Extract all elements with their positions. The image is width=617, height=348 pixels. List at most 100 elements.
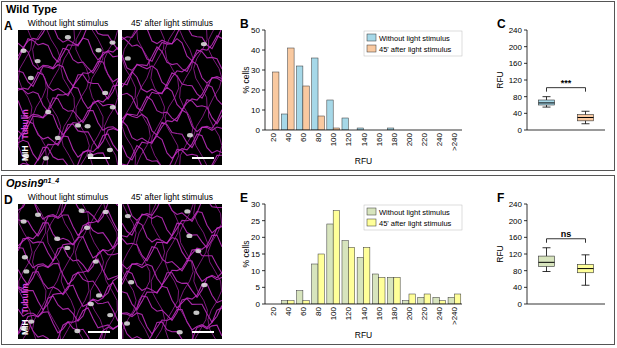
- x-tick-label: 220: [420, 306, 429, 320]
- y-tick-label: 20: [251, 233, 260, 242]
- y-tick-label: 240: [509, 26, 523, 35]
- significance-label: ***: [561, 78, 572, 88]
- mih-cell: [107, 148, 113, 152]
- tubulin-fiber: [122, 110, 222, 135]
- stain-label: Tubulin: [20, 109, 30, 139]
- mih-cell: [186, 234, 192, 238]
- bar: [303, 301, 309, 304]
- x-tick-label: 220: [420, 132, 429, 146]
- box: [578, 264, 594, 272]
- bar: [409, 294, 415, 304]
- tubulin-fiber: [33, 204, 47, 339]
- tubulin-fiber: [61, 30, 75, 165]
- mih-cell: [128, 280, 134, 284]
- bar: [297, 66, 303, 130]
- tubulin-fiber: [122, 271, 222, 297]
- x-tick-label: 140: [360, 306, 369, 320]
- mih-cell: [96, 293, 102, 297]
- bar: [327, 100, 333, 130]
- x-tick-label: 80: [314, 306, 323, 315]
- bar: [348, 247, 354, 304]
- y-tick: [262, 254, 265, 255]
- micrograph-background: [122, 30, 222, 165]
- y-tick: [262, 220, 265, 221]
- micrograph: [122, 204, 222, 339]
- y-tick: [524, 204, 527, 205]
- mih-cell: [195, 249, 201, 253]
- y-tick: [524, 46, 527, 47]
- bar: [327, 224, 333, 304]
- x-tick-label: 240: [435, 132, 444, 146]
- x-tick-label: 240: [435, 306, 444, 320]
- tubulin-fiber: [180, 30, 194, 165]
- y-tick: [524, 220, 527, 221]
- tubulin-fiber: [18, 134, 118, 160]
- bar: [288, 48, 294, 130]
- mih-cell: [177, 330, 183, 334]
- mih-cell: [103, 210, 109, 214]
- boxes: [539, 97, 594, 124]
- bar: [303, 86, 309, 130]
- y-tick: [262, 50, 265, 51]
- tubulin-fiber: [19, 204, 32, 339]
- stain-label: Tubulin: [20, 283, 30, 313]
- x-tick-label: 60: [299, 132, 308, 141]
- section-frame: [2, 176, 615, 345]
- y-tick: [524, 237, 527, 238]
- y-tick: [262, 30, 265, 31]
- bar: [281, 301, 287, 304]
- bar: [394, 277, 400, 304]
- y-tick-label: 160: [509, 59, 523, 68]
- micrograph-background: [122, 204, 222, 339]
- bar: [379, 277, 385, 304]
- mih-cell: [187, 133, 193, 137]
- y-tick: [524, 130, 527, 131]
- mih-cell: [85, 124, 91, 128]
- y-tick: [524, 270, 527, 271]
- mih-cell: [79, 209, 85, 213]
- y-tick-label: 0: [256, 300, 261, 309]
- x-tick-label: >240: [450, 306, 459, 325]
- y-tick-label: 40: [513, 109, 522, 118]
- y-tick-label: 80: [513, 267, 522, 276]
- y-tick-label: 160: [509, 233, 523, 242]
- mih-cell: [35, 59, 41, 63]
- bars: [273, 48, 394, 130]
- y-axis: [265, 30, 266, 130]
- mih-cell: [55, 136, 61, 140]
- y-tick: [524, 287, 527, 288]
- tubulin-fiber: [47, 204, 61, 339]
- y-tick-label: 80: [513, 93, 522, 102]
- legend-swatch: [367, 45, 376, 52]
- y-axis-label: RFU: [495, 245, 505, 262]
- x-tick-label: 120: [344, 132, 353, 146]
- whisker-cap: [582, 111, 590, 112]
- y-axis-label: % cells: [241, 241, 251, 268]
- stain-label: MIH: [20, 319, 30, 335]
- bar: [454, 294, 460, 304]
- x-tick-label: 200: [405, 132, 414, 146]
- tubulin-fiber: [33, 30, 47, 165]
- tubulin-fiber: [104, 204, 118, 339]
- median: [578, 268, 594, 269]
- y-tick: [524, 254, 527, 255]
- bar: [342, 241, 348, 304]
- median: [539, 102, 555, 103]
- tubulin-fiber: [75, 204, 89, 339]
- y-tick-label: 15: [251, 250, 260, 259]
- y-tick-label: 40: [251, 46, 260, 55]
- tubulin-fiber: [122, 30, 136, 165]
- tubulin-fiber: [165, 204, 179, 339]
- micrograph-background: [18, 204, 118, 339]
- y-tick: [262, 90, 265, 91]
- panel-letter: B: [240, 17, 249, 31]
- significance-bracket: [547, 88, 586, 92]
- mih-cell: [43, 156, 49, 160]
- mih-cell: [107, 313, 113, 317]
- tubulin-fiber: [137, 30, 151, 165]
- tubulin-fiber: [122, 247, 222, 274]
- y-tick-label: 120: [509, 250, 523, 259]
- section-title-text: Wild Type: [6, 3, 57, 15]
- x-tick-label: 40: [284, 132, 293, 141]
- x-axis-label: RFU: [355, 330, 372, 340]
